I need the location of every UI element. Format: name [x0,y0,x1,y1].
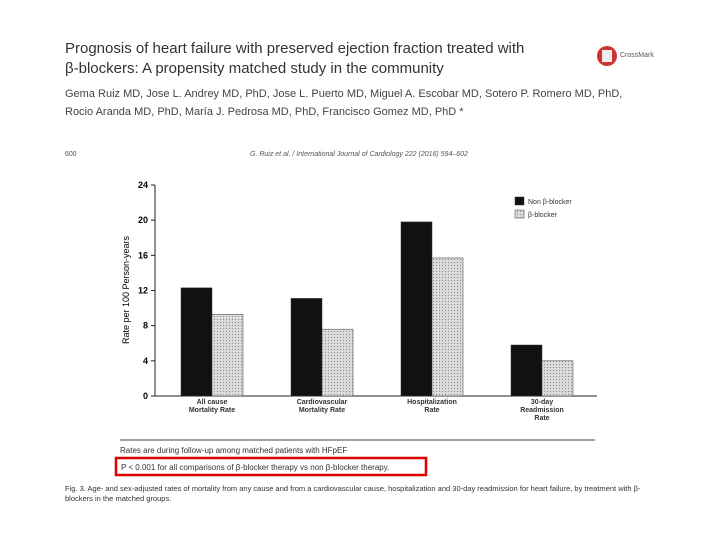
y-tick-label: 4 [143,356,148,366]
caption: Fig. 3. Age- and sex-adjusted rates of m… [65,484,641,503]
x-tick-label: All cause Mortality Rate [188,399,236,414]
x-tick-label: 30-day Readmission Rate [520,399,564,422]
x-tick-label: Hospitalization Rate [407,399,457,414]
bar-pattern [322,329,353,396]
legend-swatch [514,196,525,206]
legend-label: Non β-blocker [528,199,572,206]
note: Rates are during follow-up among matched… [120,446,347,455]
y-tick-label: 8 [143,321,148,331]
bar [400,221,433,397]
bar-pattern [212,314,243,396]
title: Prognosis of heart failure with preserve… [65,40,525,57]
highlight-box [114,456,428,477]
y-tick-label: 24 [138,180,148,190]
highlight-text: P < 0.001 for all comparisons of β-block… [121,463,389,472]
legend-pattern [515,210,524,218]
bar [510,344,543,397]
bar-pattern [542,360,573,396]
page-number: 600 [65,151,77,158]
title: β-blockers: A propensity matched study i… [65,60,444,77]
bar-pattern [432,257,463,396]
y-tick-label: 12 [138,286,148,296]
legend-label: β-blocker [528,212,558,219]
logo-mark [602,50,612,62]
journal: G. Ruiz et al. / International Journal o… [250,151,468,158]
crossmark-icon [597,46,617,66]
authors: Gema Ruiz MD, Jose L. Andrey MD, PhD, Jo… [65,88,623,100]
y-tick-label: 16 [138,250,148,260]
bar [290,298,323,397]
x-tick-label: Cardiovascular Mortality Rate [296,399,348,414]
logo-text: CrossMark [620,52,654,59]
y-tick-label: 20 [138,215,148,225]
bar [180,287,213,397]
y-tick-label: 0 [143,391,148,401]
authors: Rocio Aranda MD, PhD, María J. Pedrosa M… [65,106,464,118]
y-axis-label: Rate per 100 Person-years [121,235,131,344]
